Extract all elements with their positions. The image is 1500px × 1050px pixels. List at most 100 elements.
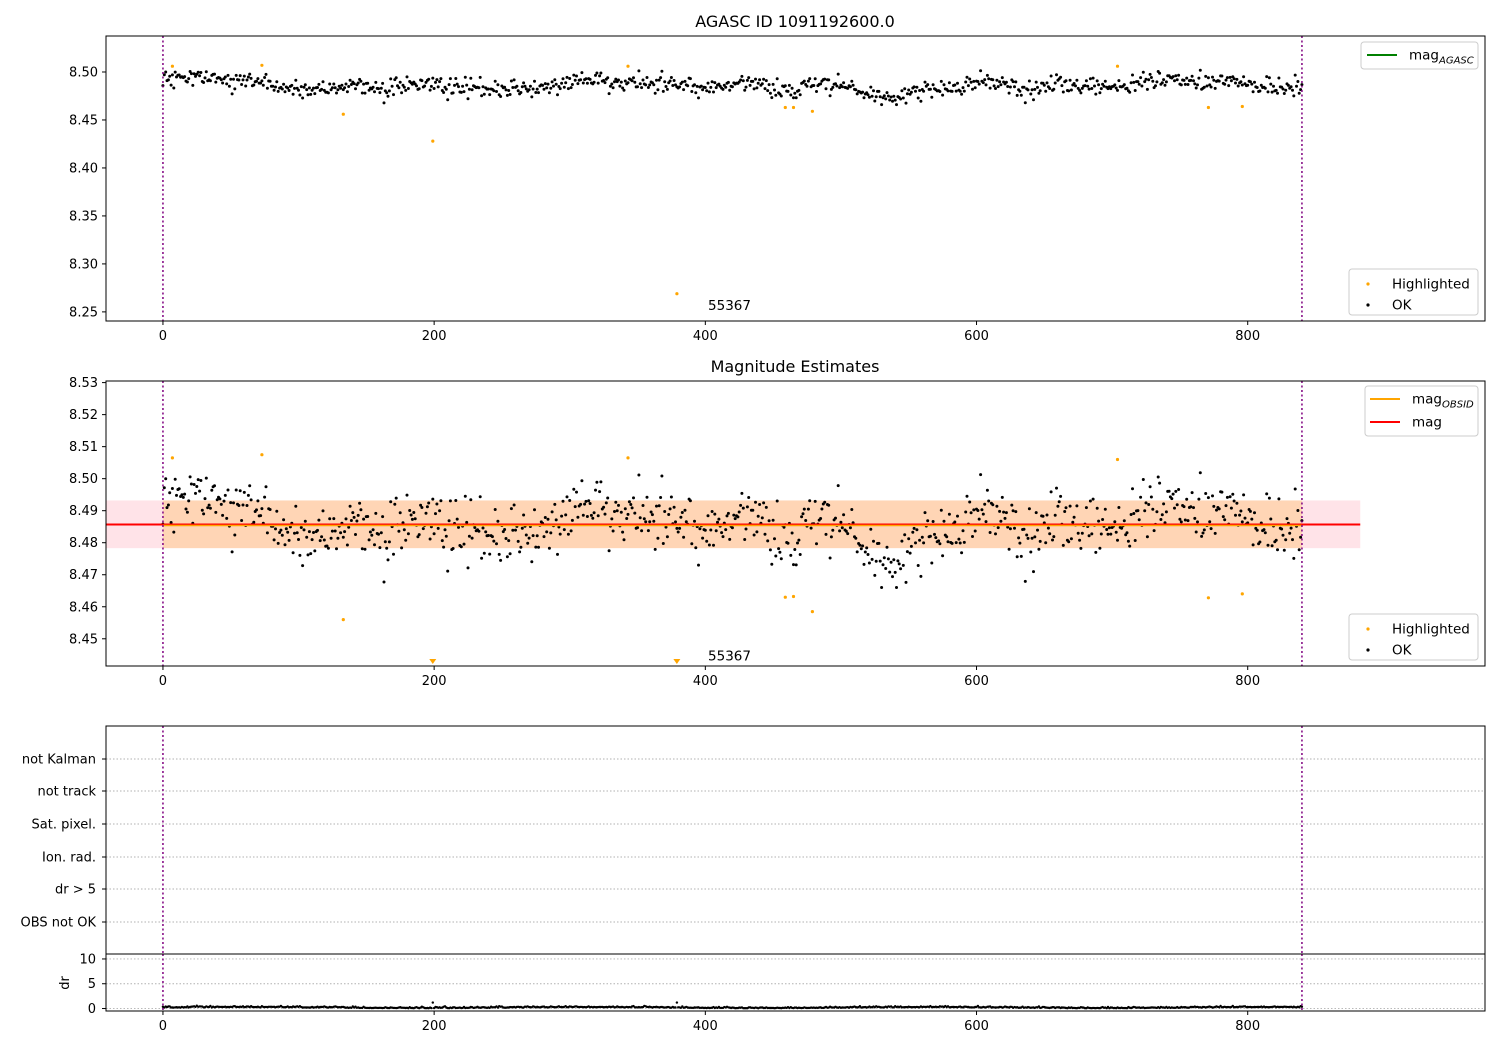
ok-point bbox=[840, 526, 844, 530]
ok-point bbox=[848, 85, 852, 89]
ok-point bbox=[309, 552, 313, 556]
ok-point bbox=[341, 535, 345, 539]
ok-point bbox=[195, 485, 199, 488]
x-tick-label: 0 bbox=[159, 1019, 167, 1034]
ok-point bbox=[762, 77, 766, 81]
ok-point bbox=[343, 86, 347, 90]
ok-point bbox=[451, 91, 455, 95]
legend-label: Highlighted bbox=[1392, 277, 1470, 293]
ok-point bbox=[550, 510, 554, 514]
ok-point bbox=[242, 74, 246, 78]
ok-point bbox=[657, 78, 661, 82]
ok-point bbox=[1250, 82, 1254, 86]
y-tick-label: 8.49 bbox=[69, 504, 98, 519]
ok-point bbox=[947, 512, 951, 516]
ok-point bbox=[973, 86, 977, 90]
ok-point bbox=[367, 538, 371, 542]
ok-point bbox=[291, 551, 295, 555]
ok-point bbox=[1197, 76, 1201, 80]
ok-point bbox=[503, 85, 507, 89]
ok-point bbox=[613, 80, 616, 84]
ok-point bbox=[272, 88, 276, 92]
ok-point bbox=[598, 74, 602, 78]
ok-point bbox=[244, 84, 248, 88]
y-tick-label: 8.50 bbox=[69, 472, 98, 487]
ok-point bbox=[558, 87, 562, 91]
ok-point bbox=[1002, 510, 1006, 514]
legend-label: Highlighted bbox=[1392, 622, 1470, 638]
ok-point bbox=[523, 84, 527, 88]
ok-point bbox=[1224, 504, 1228, 508]
ok-point bbox=[1051, 538, 1054, 542]
ok-point bbox=[237, 504, 241, 507]
ok-point bbox=[402, 85, 406, 89]
ok-point bbox=[926, 83, 930, 87]
ok-point bbox=[737, 510, 741, 514]
ok-point bbox=[326, 91, 330, 95]
ok-point bbox=[213, 72, 216, 76]
ok-point bbox=[354, 533, 357, 536]
ok-point bbox=[1036, 528, 1039, 532]
ok-point bbox=[756, 514, 760, 518]
ok-point bbox=[919, 574, 923, 578]
ok-point bbox=[873, 573, 877, 577]
ok-point bbox=[214, 510, 218, 514]
ok-point bbox=[431, 497, 435, 501]
ok-point bbox=[527, 536, 531, 540]
ok-point bbox=[546, 517, 550, 521]
ok-point bbox=[467, 87, 471, 91]
ok-point bbox=[463, 75, 467, 79]
ok-point bbox=[640, 529, 644, 533]
ok-point bbox=[1103, 79, 1107, 83]
ok-point bbox=[302, 85, 306, 89]
ok-point bbox=[1248, 509, 1252, 513]
dr-panel: dr 0 5 10 0 200 400 600 800 bbox=[58, 952, 1486, 1034]
ok-point bbox=[1179, 520, 1183, 524]
ok-point bbox=[915, 85, 919, 89]
ok-point bbox=[655, 78, 658, 82]
highlighted-point bbox=[260, 63, 264, 67]
ok-point bbox=[804, 519, 808, 522]
ok-point bbox=[1086, 84, 1090, 88]
ok-point bbox=[1198, 471, 1202, 475]
ok-point bbox=[1255, 528, 1259, 532]
ok-point bbox=[398, 80, 402, 84]
ok-point bbox=[907, 88, 911, 92]
ok-point bbox=[808, 77, 812, 81]
ok-point bbox=[1255, 86, 1259, 89]
ok-point bbox=[824, 532, 828, 536]
ok-point bbox=[1141, 70, 1145, 74]
ok-point bbox=[553, 502, 557, 506]
ok-point bbox=[554, 82, 558, 86]
ok-point bbox=[972, 79, 976, 83]
ok-point bbox=[1117, 506, 1121, 509]
ok-point bbox=[549, 531, 553, 535]
ok-point bbox=[971, 535, 974, 538]
ok-point bbox=[293, 86, 296, 90]
ok-point bbox=[1048, 87, 1052, 90]
ok-point bbox=[842, 513, 846, 517]
ok-point bbox=[1145, 87, 1149, 91]
ok-point bbox=[309, 92, 313, 96]
ok-point bbox=[343, 530, 347, 534]
ok-point bbox=[690, 90, 694, 93]
ok-point bbox=[621, 530, 625, 534]
ok-point bbox=[537, 545, 540, 549]
ok-point bbox=[576, 515, 580, 519]
ok-point bbox=[478, 75, 482, 79]
ok-point bbox=[966, 84, 970, 88]
ok-point bbox=[227, 84, 231, 88]
y-tick-label: 8.45 bbox=[69, 632, 98, 647]
ok-point bbox=[745, 78, 749, 82]
ok-point bbox=[287, 89, 291, 92]
ok-point bbox=[1213, 531, 1217, 535]
ok-point bbox=[265, 86, 269, 90]
ok-point bbox=[789, 553, 793, 557]
ok-point bbox=[1232, 77, 1236, 81]
ok-point bbox=[602, 505, 606, 509]
x-tick-label: 800 bbox=[1235, 1019, 1260, 1034]
ok-point bbox=[307, 86, 311, 90]
x-tick-label: 600 bbox=[964, 329, 989, 344]
ok-point bbox=[626, 81, 630, 85]
ok-point bbox=[1289, 526, 1293, 530]
